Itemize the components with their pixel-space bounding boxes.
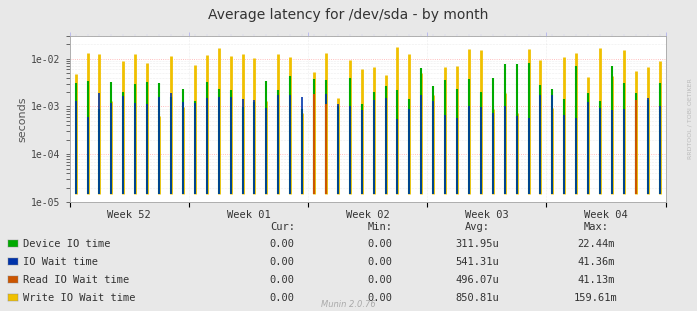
Text: 541.31u: 541.31u [456,257,499,267]
Text: IO Wait time: IO Wait time [23,257,98,267]
Text: 22.44m: 22.44m [577,239,615,248]
Text: 0.00: 0.00 [367,275,392,285]
Text: 41.36m: 41.36m [577,257,615,267]
Text: RRDTOOL / TOBI OETIKER: RRDTOOL / TOBI OETIKER [687,78,692,159]
Text: Avg:: Avg: [465,222,490,232]
Text: 0.00: 0.00 [270,257,295,267]
Text: Device IO time: Device IO time [23,239,111,248]
Text: 41.13m: 41.13m [577,275,615,285]
Text: Cur:: Cur: [270,222,295,232]
Text: 0.00: 0.00 [367,257,392,267]
Text: 0.00: 0.00 [367,239,392,248]
Text: 0.00: 0.00 [270,239,295,248]
Text: Week 04: Week 04 [584,210,628,220]
Text: Average latency for /dev/sda - by month: Average latency for /dev/sda - by month [208,8,489,22]
Text: Week 52: Week 52 [107,210,151,220]
Text: 0.00: 0.00 [270,293,295,303]
Text: Week 01: Week 01 [227,210,270,220]
Text: 0.00: 0.00 [270,275,295,285]
Text: 850.81u: 850.81u [456,293,499,303]
Text: Week 03: Week 03 [465,210,509,220]
Text: Munin 2.0.76: Munin 2.0.76 [321,299,376,309]
Text: 159.61m: 159.61m [574,293,618,303]
Text: Write IO Wait time: Write IO Wait time [23,293,135,303]
Text: 0.00: 0.00 [367,293,392,303]
Text: Read IO Wait time: Read IO Wait time [23,275,129,285]
Text: Week 02: Week 02 [346,210,390,220]
Y-axis label: seconds: seconds [17,96,27,142]
Text: Max:: Max: [583,222,608,232]
Text: 496.07u: 496.07u [456,275,499,285]
Text: 311.95u: 311.95u [456,239,499,248]
Text: Min:: Min: [367,222,392,232]
